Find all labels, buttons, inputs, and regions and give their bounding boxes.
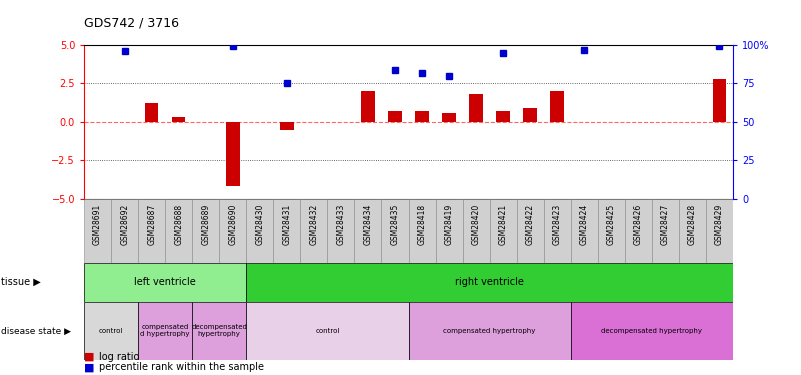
Bar [192,302,247,360]
Bar [625,199,652,262]
Bar [415,111,429,122]
Bar [442,112,456,122]
Text: GSM28418: GSM28418 [417,204,426,245]
Bar [226,122,239,186]
Bar [679,199,706,262]
Bar [652,199,679,262]
Text: compensated
d hypertrophy: compensated d hypertrophy [140,324,190,338]
Text: GSM28430: GSM28430 [256,204,264,245]
Text: GSM28433: GSM28433 [336,204,345,245]
Bar [381,199,409,262]
Text: decompensated hypertrophy: decompensated hypertrophy [602,328,702,334]
Text: GSM28423: GSM28423 [553,204,562,245]
Bar [571,199,598,262]
Bar [354,199,381,262]
Text: GSM28419: GSM28419 [445,204,453,245]
Text: ■: ■ [84,362,95,372]
Text: GSM28429: GSM28429 [715,204,724,245]
Bar [273,199,300,262]
Text: GSM28428: GSM28428 [688,204,697,245]
Text: GSM28425: GSM28425 [607,204,616,245]
Text: GSM28424: GSM28424 [580,204,589,245]
Bar [84,199,111,262]
Text: GSM28689: GSM28689 [201,204,210,245]
Text: control: control [99,328,123,334]
Text: GSM28688: GSM28688 [175,204,183,245]
Text: GDS742 / 3716: GDS742 / 3716 [84,17,179,30]
Bar [544,199,571,262]
Text: GSM28434: GSM28434 [364,204,372,245]
Bar [247,262,733,302]
Bar [300,199,328,262]
Bar [361,91,375,122]
Bar [523,108,537,122]
Text: GSM28687: GSM28687 [147,204,156,245]
Bar [280,122,294,130]
Bar [436,199,463,262]
Bar [219,199,247,262]
Bar [328,199,354,262]
Bar [469,94,483,122]
Bar [713,79,727,122]
Text: GSM28435: GSM28435 [391,204,400,245]
Bar [139,199,165,262]
Text: GSM28692: GSM28692 [120,204,129,245]
Text: GSM28691: GSM28691 [93,204,102,245]
Text: GSM28690: GSM28690 [228,204,237,245]
Text: GSM28421: GSM28421 [499,204,508,245]
Bar [145,104,159,122]
Bar [84,262,247,302]
Bar [489,199,517,262]
Text: tissue ▶: tissue ▶ [1,277,41,287]
Text: GSM28422: GSM28422 [525,204,534,245]
Bar [517,199,544,262]
Bar [497,111,510,122]
Text: left ventricle: left ventricle [135,277,196,287]
Bar [571,302,733,360]
Bar [139,302,192,360]
Text: right ventricle: right ventricle [455,277,524,287]
Bar [409,302,570,360]
Text: GSM28432: GSM28432 [309,204,318,245]
Text: compensated hypertrophy: compensated hypertrophy [444,328,536,334]
Text: ■: ■ [84,352,95,362]
Text: control: control [316,328,340,334]
Bar [550,91,564,122]
Bar [247,302,409,360]
Text: GSM28426: GSM28426 [634,204,642,245]
Bar [409,199,436,262]
Text: decompensated
hypertrophy: decompensated hypertrophy [191,324,248,338]
Bar [388,111,402,122]
Bar [111,199,139,262]
Bar [165,199,192,262]
Bar [192,199,219,262]
Text: log ratio: log ratio [99,352,139,362]
Bar [84,302,139,360]
Bar [598,199,625,262]
Bar [172,117,186,122]
Text: disease state ▶: disease state ▶ [1,326,70,335]
Text: percentile rank within the sample: percentile rank within the sample [99,362,264,372]
Text: GSM28420: GSM28420 [472,204,481,245]
Text: GSM28431: GSM28431 [283,204,292,245]
Bar [706,199,733,262]
Text: GSM28427: GSM28427 [661,204,670,245]
Bar [463,199,489,262]
Bar [247,199,273,262]
